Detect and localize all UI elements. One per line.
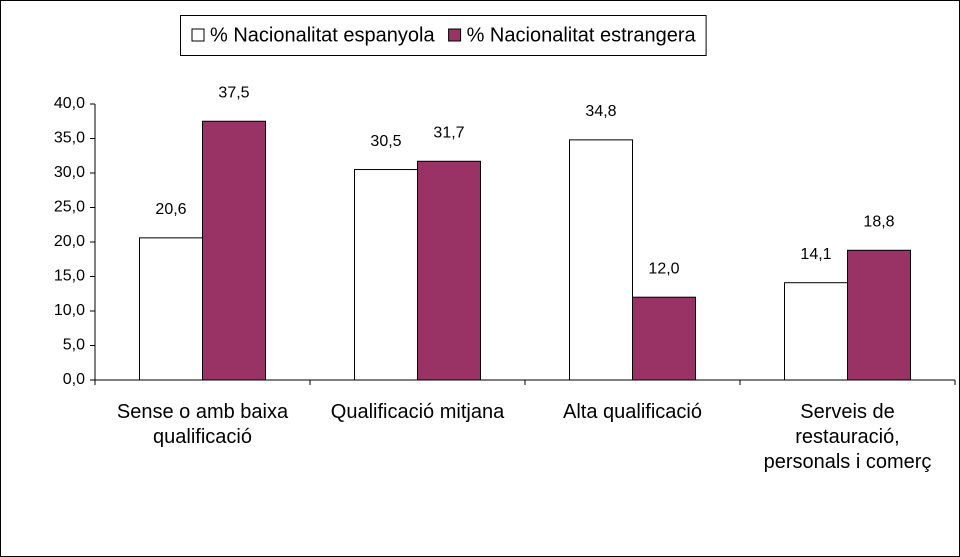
bar (569, 139, 633, 381)
bar (202, 120, 266, 381)
y-tick-label: 20,0 (54, 233, 85, 250)
y-tick-label: 10,0 (54, 302, 85, 319)
bar (354, 169, 418, 381)
y-tick-label: 30,0 (54, 164, 85, 181)
value-label: 31,7 (433, 124, 464, 141)
x-tick-label: Sense o amb baixa qualificació (116, 401, 289, 448)
y-tick-label: 35,0 (54, 130, 85, 147)
bar (139, 237, 203, 381)
value-label: 20,6 (155, 201, 186, 218)
y-tick-label: 40,0 (54, 95, 85, 112)
y-tick-label: 25,0 (54, 199, 85, 216)
bar (632, 296, 696, 381)
value-label: 30,5 (370, 133, 401, 150)
bar (784, 282, 848, 381)
legend-box (180, 15, 707, 56)
legend-swatch (448, 28, 462, 42)
legend-label: % Nacionalitat estrangera (467, 24, 697, 46)
bar (847, 249, 911, 381)
value-label: 14,1 (800, 246, 831, 263)
legend-swatch (191, 28, 205, 42)
y-tick-label: 0,0 (63, 371, 85, 388)
x-tick-label: Alta qualificació (563, 401, 702, 423)
value-label: 12,0 (648, 260, 679, 277)
value-label: 34,8 (585, 103, 616, 120)
value-label: 37,5 (218, 84, 249, 101)
x-tick-label: Serveis de restauració, personals i come… (763, 401, 932, 473)
x-tick-label: Qualificació mitjana (330, 401, 505, 423)
value-label: 18,8 (863, 213, 894, 230)
y-tick-label: 15,0 (54, 268, 85, 285)
y-tick-label: 5,0 (63, 337, 85, 354)
legend-label: % Nacionalitat espanyola (210, 24, 435, 46)
bar (417, 160, 481, 381)
